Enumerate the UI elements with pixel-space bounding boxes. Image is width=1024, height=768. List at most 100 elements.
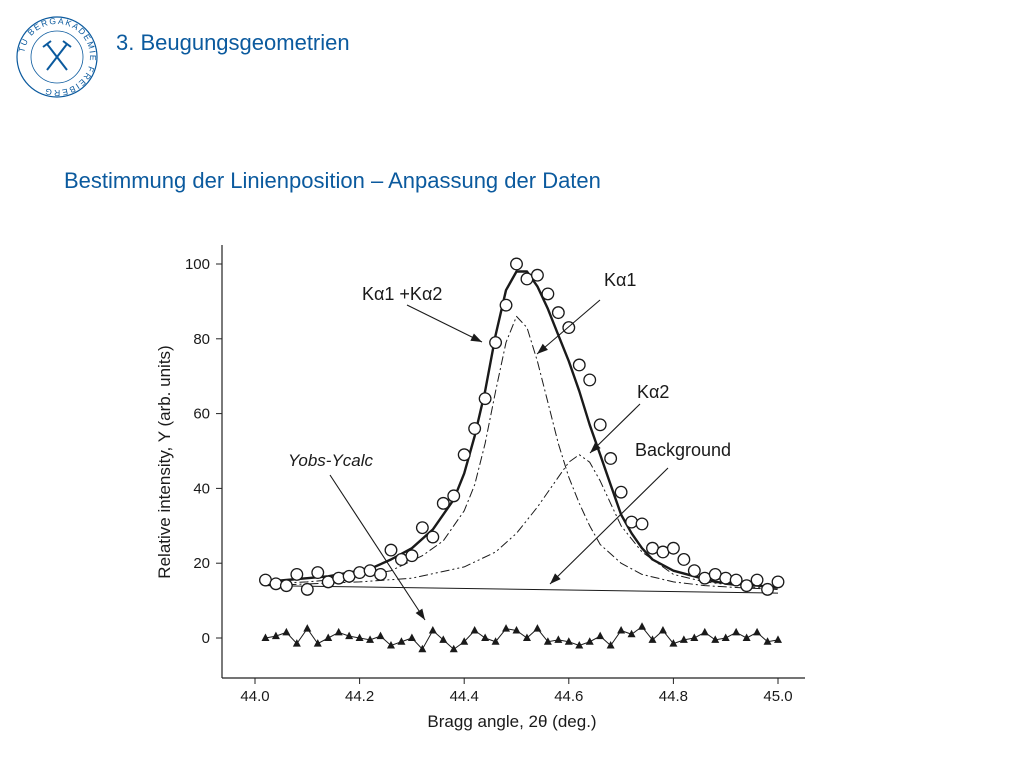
background-arrow-line: [549, 467, 669, 585]
residual-point: [292, 639, 301, 647]
residual-point: [282, 627, 291, 636]
observed-point: [269, 577, 283, 591]
arrowhead: [415, 608, 425, 620]
residual-point: [679, 635, 688, 643]
residual-point: [397, 637, 406, 645]
residual-line: [265, 626, 779, 651]
observed-point: [510, 257, 523, 271]
residual-point: [345, 631, 354, 640]
residual-point: [585, 637, 594, 645]
observed-point: [353, 566, 367, 580]
observed-point: [583, 373, 597, 387]
residual-point: [763, 637, 772, 645]
observed-point: [572, 358, 586, 372]
residual-point: [753, 627, 762, 636]
ka1-label: Kα1: [604, 270, 636, 290]
residual-point: [334, 627, 343, 636]
arrowhead: [590, 442, 601, 453]
residual-point: [355, 633, 364, 641]
observed-point: [447, 489, 461, 503]
observed-point: [290, 567, 304, 581]
residual-point: [606, 640, 615, 649]
residual-point: [261, 633, 270, 641]
residual-point: [774, 635, 782, 643]
observed-point: [614, 485, 628, 499]
x-tick-label: 44.4: [450, 688, 479, 705]
residual-arrow-line: [329, 474, 426, 621]
observed-point: [761, 582, 774, 596]
observed-point: [541, 287, 555, 301]
ka2-arrow-line: [589, 403, 641, 454]
observed-point: [436, 496, 450, 510]
residual-point: [376, 631, 385, 640]
observed-point: [311, 566, 325, 580]
observed-point: [750, 573, 764, 587]
residual-point: [386, 640, 395, 649]
residual-point: [428, 626, 437, 634]
observed-point: [489, 336, 503, 349]
residual-point: [721, 633, 730, 641]
residual-point: [512, 626, 521, 634]
residual-point: [742, 633, 751, 641]
observed-point: [719, 571, 733, 585]
ka2-curve: [265, 454, 779, 590]
observed-point: [499, 298, 513, 312]
observed-point: [405, 549, 419, 563]
observed-point: [426, 530, 440, 544]
university-logo: TU BERGAKADEMIE FREIBERG: [14, 14, 100, 100]
residual-point: [627, 629, 636, 638]
residual-point: [449, 644, 458, 653]
residual-point: [303, 624, 312, 632]
y-axis-label: Relative intensity, Y (arb. units): [155, 345, 174, 578]
y-tick-label: 60: [193, 406, 210, 423]
ka1-arrow-line: [536, 299, 601, 355]
residual-point: [638, 622, 647, 630]
residual-point: [439, 635, 448, 643]
residual-point: [690, 633, 699, 641]
y-tick-label: 80: [193, 331, 210, 348]
observed-point: [415, 521, 429, 535]
x-tick-label: 44.8: [659, 688, 688, 705]
residual-point: [533, 624, 542, 632]
arrowhead: [537, 343, 548, 354]
residual-point: [669, 639, 678, 647]
residual-point: [522, 633, 531, 641]
residual-point: [575, 640, 584, 649]
observed-point: [551, 306, 565, 320]
residual-point: [502, 624, 511, 632]
residual-point: [648, 635, 657, 643]
residual-point: [460, 637, 469, 645]
residual-point: [596, 631, 605, 640]
residual-point: [470, 626, 479, 634]
residual-point: [418, 644, 427, 653]
observed-point: [332, 571, 346, 585]
x-tick-label: 45.0: [763, 688, 792, 705]
observed-point: [604, 452, 618, 465]
x-tick-label: 44.6: [554, 688, 583, 705]
sum-label: Kα1 +Kα2: [362, 284, 442, 304]
plot-frame: [221, 245, 805, 679]
residual-point: [366, 635, 375, 643]
residual-point: [554, 635, 563, 643]
observed-point: [478, 392, 492, 406]
y-tick-label: 100: [185, 256, 210, 273]
hammer-icon: [42, 40, 72, 71]
residual-point: [271, 631, 280, 640]
observed-point: [457, 448, 471, 462]
observed-point: [677, 553, 691, 566]
observed-point: [300, 582, 314, 596]
ka2-label: Kα2: [637, 382, 669, 402]
y-tick-label: 0: [202, 630, 210, 647]
residual-point: [313, 639, 322, 647]
y-tick-label: 20: [193, 555, 210, 572]
page-header-title: 3. Beugungsgeometrien: [116, 30, 350, 55]
y-tick-label: 40: [193, 480, 210, 497]
residual-point: [481, 633, 490, 641]
background-line: [265, 585, 779, 594]
residual-point: [564, 637, 573, 645]
slide-subtitle: Bestimmung der Linienposition – Anpassun…: [64, 168, 601, 193]
x-tick-label: 44.0: [240, 688, 269, 705]
residual-point: [700, 627, 709, 636]
residual-point: [324, 633, 333, 641]
sum-arrow-line: [406, 304, 483, 343]
